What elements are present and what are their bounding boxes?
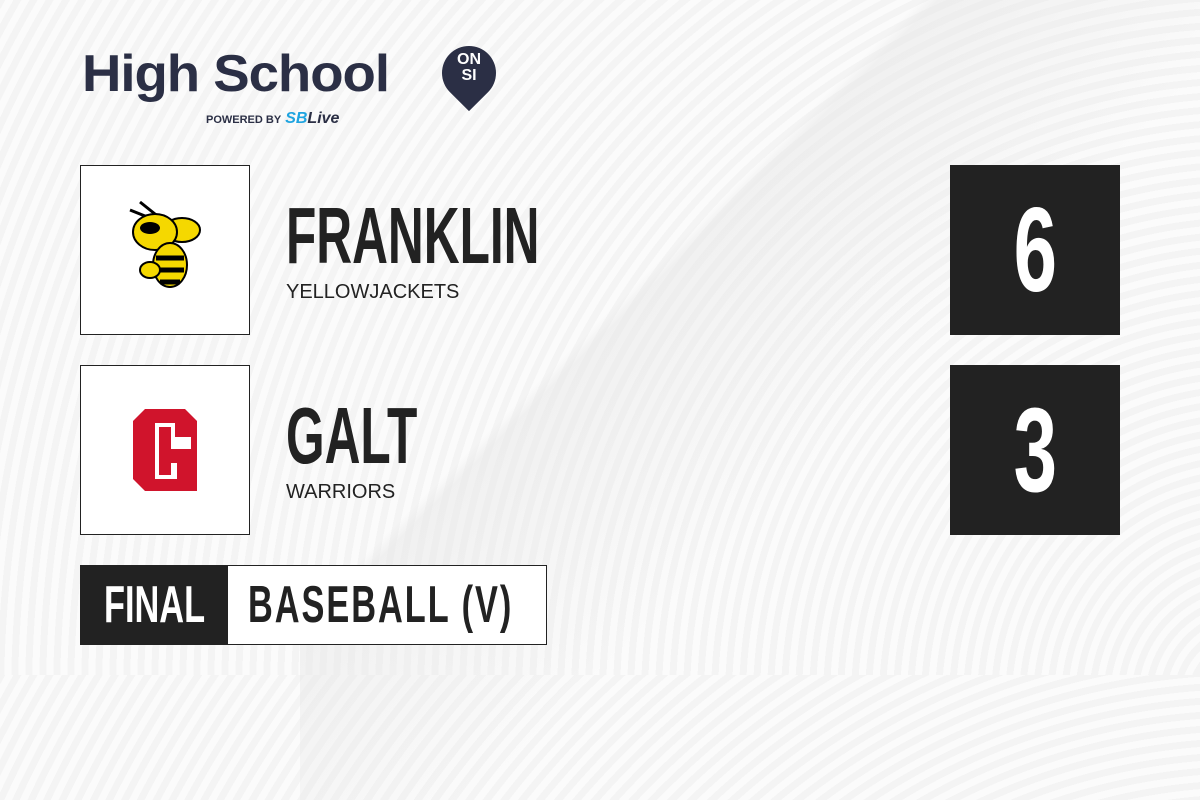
sport-label: BASEBALL (V) bbox=[228, 566, 650, 644]
sblive-live: Live bbox=[307, 110, 340, 127]
team-name-franklin: FRANKLIN bbox=[286, 191, 540, 280]
score-franklin: 6 bbox=[950, 165, 1120, 335]
team-logo-franklin bbox=[80, 165, 250, 335]
sblive-logo: SBLive bbox=[285, 110, 339, 127]
team-mascot-franklin: YELLOWJACKETS bbox=[286, 281, 460, 303]
score-value-galt: 3 bbox=[1013, 383, 1057, 517]
powered-by-label: POWERED BY bbox=[206, 114, 282, 126]
team-name-galt: GALT bbox=[286, 391, 418, 480]
yellowjacket-icon bbox=[129, 200, 201, 288]
sblive-sb: SB bbox=[285, 110, 308, 127]
high-school-on-si-logo: High School ON SI POWERED BY SBLive bbox=[82, 34, 508, 127]
team-logo-galt bbox=[80, 365, 250, 535]
powered-by: POWERED BY SBLive bbox=[206, 110, 339, 128]
pin-text-bottom: SI bbox=[461, 67, 477, 84]
logo-title: High School bbox=[82, 45, 390, 103]
score-value-franklin: 6 bbox=[1013, 183, 1057, 317]
pin-text: ON SI bbox=[442, 52, 496, 84]
score-galt: 3 bbox=[950, 365, 1120, 535]
sport-text: BASEBALL (V) bbox=[248, 576, 514, 634]
pin-text-top: ON bbox=[457, 51, 481, 68]
letter-g-icon bbox=[133, 409, 197, 491]
status-label: FINAL bbox=[103, 576, 206, 634]
status-badge: FINAL bbox=[81, 566, 228, 644]
team-mascot-galt: WARRIORS bbox=[286, 481, 396, 503]
game-status-bar: FINAL BASEBALL (V) bbox=[80, 565, 547, 645]
